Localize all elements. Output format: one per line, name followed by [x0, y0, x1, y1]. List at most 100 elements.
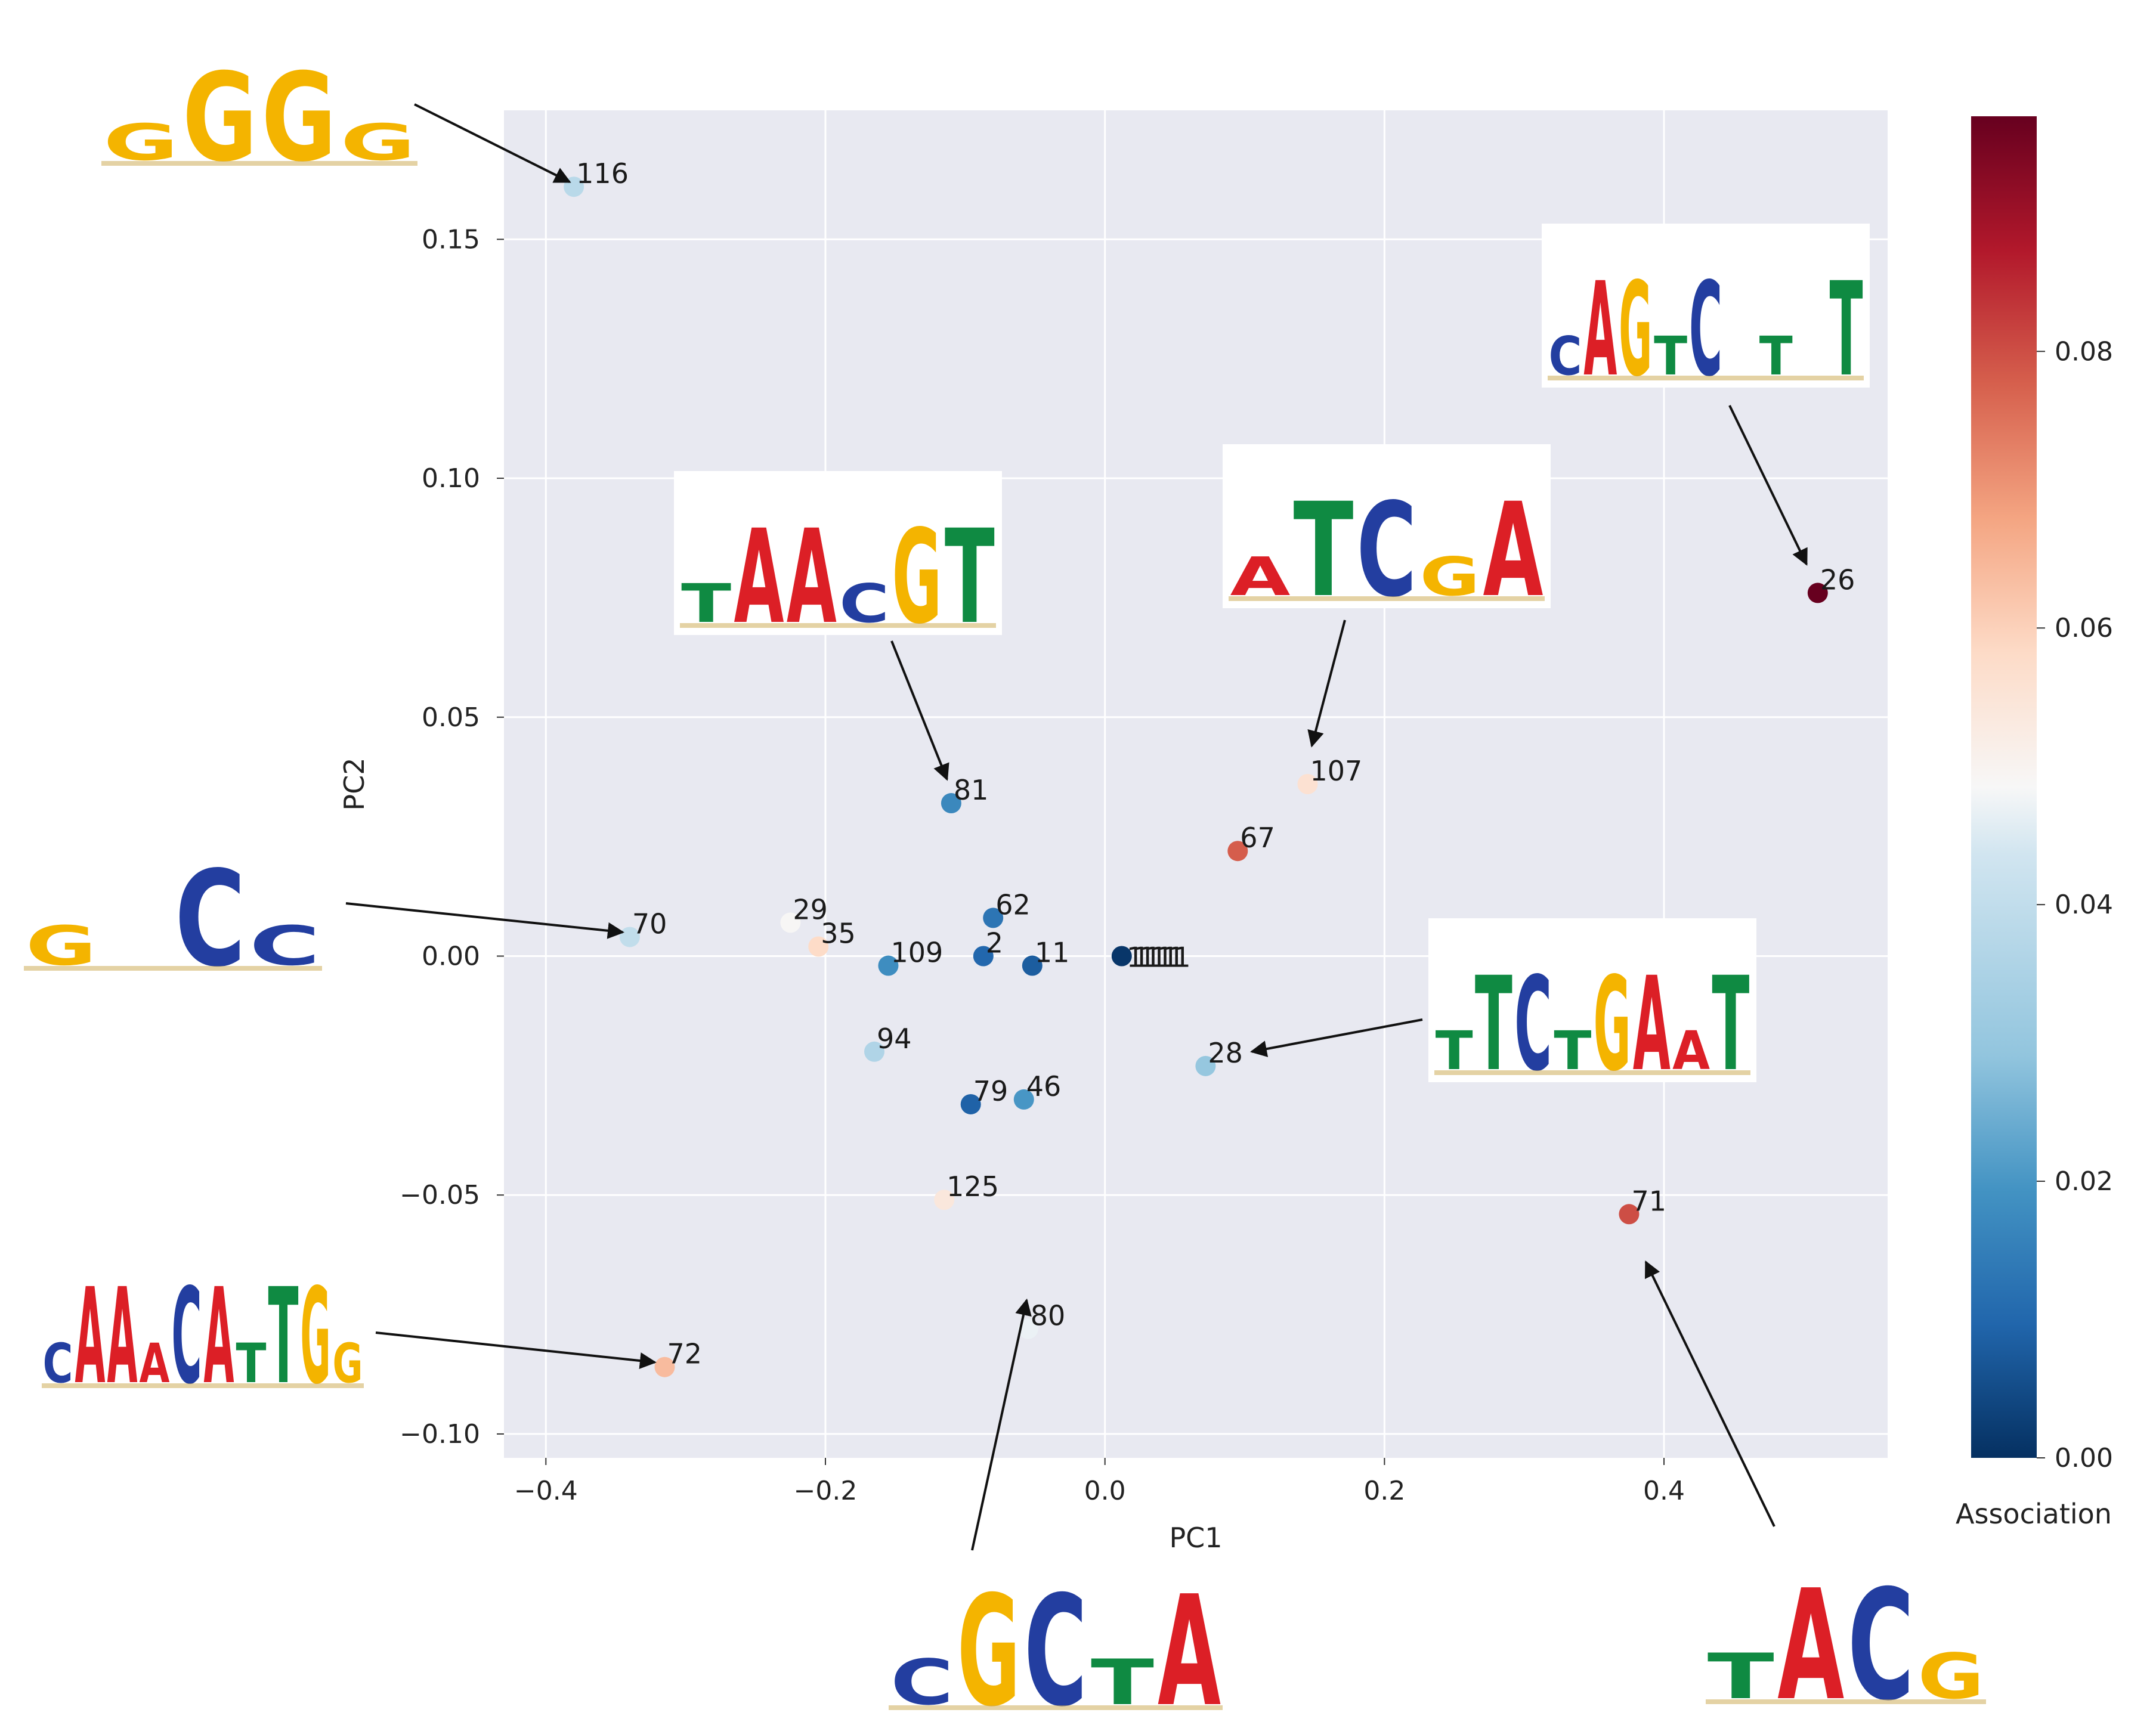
logo-letter: C	[1514, 950, 1552, 1100]
arrow-to-28	[1249, 1018, 1423, 1057]
logo-background	[674, 471, 1002, 635]
scatter-point	[1297, 774, 1318, 794]
scatter-point	[808, 936, 829, 957]
logo-letter: G	[261, 48, 336, 189]
logo-baseline	[1229, 596, 1545, 601]
point-label: 94	[877, 1023, 912, 1055]
point-label: 116	[576, 157, 629, 190]
annotation-arrows	[345, 103, 1808, 1551]
x-tick-label: 0.4	[1643, 1476, 1685, 1506]
logo-background	[1428, 918, 1756, 1082]
colorbar-tick-label: 0.08	[2055, 336, 2113, 367]
logo-baseline	[1706, 1699, 1986, 1704]
logo-letter: T	[1712, 950, 1749, 1100]
point-label: 80	[1031, 1300, 1066, 1332]
logo-letter: A	[1483, 476, 1543, 626]
point-label: 71	[1631, 1185, 1666, 1217]
y-axis-label: PC2	[338, 757, 370, 810]
logo-baseline	[889, 1705, 1223, 1710]
scatter-point	[1227, 841, 1248, 862]
logo-baseline	[101, 161, 417, 166]
y-tick-label: 0.15	[422, 224, 480, 255]
x-tick-label: 0.0	[1084, 1476, 1126, 1506]
logo-letter: C	[1848, 1557, 1914, 1722]
point-label: 46	[1026, 1070, 1062, 1102]
x-tick-label: −0.4	[514, 1476, 578, 1506]
logo-letter: C	[1689, 255, 1722, 405]
point-label: 11	[1035, 937, 1070, 969]
logo-letter: A	[107, 1260, 138, 1414]
point-label: 62	[995, 888, 1031, 921]
scatter-point	[1807, 583, 1828, 603]
colorbar-tick-label: 0.02	[2055, 1166, 2113, 1197]
arrow-to-71	[1644, 1260, 1775, 1527]
logo-letter: T	[1830, 255, 1863, 405]
arrow-to-26	[1728, 405, 1808, 566]
scatter-point	[1111, 946, 1132, 967]
colorbar-tick-label: 0.04	[2055, 890, 2113, 920]
scatter-point	[1013, 1089, 1034, 1110]
logo-letter: A	[787, 503, 837, 653]
point-label: 35	[821, 917, 856, 949]
point-label: 107	[1310, 755, 1362, 787]
colorbar: 0.00 0.02 0.04 0.06 0.08	[1971, 116, 2113, 1473]
y-tick-label: 0.00	[422, 941, 480, 972]
point-label: 81	[954, 774, 989, 806]
colorbar-tick-label: 0.00	[2055, 1443, 2113, 1473]
scatter-point	[878, 955, 899, 976]
logo-letter: G	[1619, 255, 1652, 405]
arrow-to-116	[414, 103, 571, 184]
y-tick-label: 0.05	[422, 702, 480, 733]
logo-background	[1542, 224, 1870, 388]
logo-letter: T	[268, 1260, 299, 1414]
scatter-point	[864, 1041, 885, 1062]
scatter-point	[960, 1094, 981, 1114]
scatter-point	[934, 1190, 955, 1210]
logo-letter: G	[182, 48, 258, 189]
x-tick-label: 0.2	[1363, 1476, 1405, 1506]
logo-letter: A	[75, 1260, 106, 1414]
colorbar-label: Association	[1956, 1498, 2112, 1530]
arrow-to-80	[971, 1298, 1032, 1551]
x-tick-label: −0.2	[794, 1476, 858, 1506]
point-label: 125	[946, 1170, 999, 1203]
arrow-to-81	[890, 640, 949, 781]
x-axis-ticks: −0.4 −0.2 0.0 0.2 0.4	[514, 1458, 1685, 1506]
logo-letter: A	[1158, 1563, 1221, 1722]
cluster-label: 111	[1139, 941, 1191, 974]
scatter-point	[1619, 1204, 1640, 1225]
point-label: 70	[632, 908, 667, 940]
logo-background	[1223, 444, 1551, 608]
y-tick-label: −0.05	[400, 1180, 480, 1210]
logo-letter: G	[892, 503, 942, 653]
scatter-point	[1022, 955, 1043, 976]
scatter-point	[619, 927, 640, 947]
arrow-to-107	[1307, 620, 1346, 748]
scatter-point	[780, 912, 801, 933]
logo-baseline	[1434, 1070, 1750, 1075]
logo-letter: G	[957, 1563, 1020, 1722]
logo-letter: C	[175, 843, 246, 996]
x-axis-label: PC1	[1169, 1522, 1222, 1554]
logo-letter: A	[1777, 1557, 1844, 1722]
point-label: 79	[973, 1075, 1009, 1107]
scatter-point	[654, 1356, 675, 1377]
logo-letter: G	[1594, 950, 1631, 1100]
arrow-to-70	[345, 902, 624, 939]
point-label: 109	[890, 937, 943, 969]
logo-letter: A	[734, 503, 784, 653]
logo-letter: A	[204, 1260, 234, 1414]
logo-letter: T	[945, 503, 995, 653]
logo-letter: T	[1475, 950, 1512, 1100]
scatter-point	[941, 793, 961, 814]
scatter-point	[983, 908, 1004, 928]
